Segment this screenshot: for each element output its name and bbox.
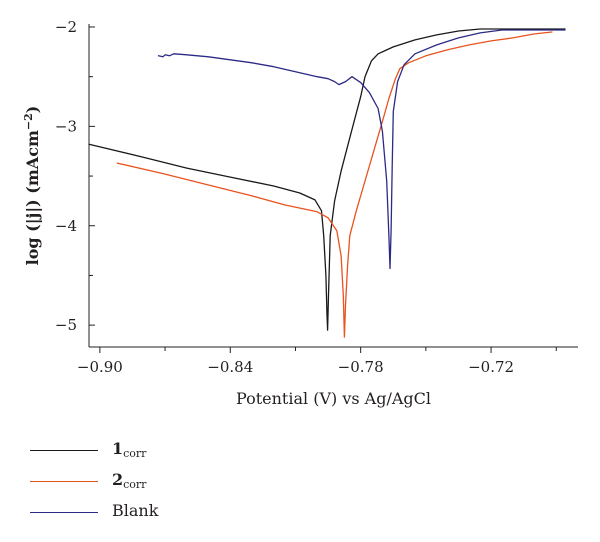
legend-label-2corr-main: 2 (112, 470, 124, 489)
legend-item-1corr: 1corr (30, 438, 270, 463)
x-tick-label: −0.84 (207, 358, 253, 376)
y-tick-label: −4 (55, 217, 77, 235)
series-layer (88, 28, 566, 338)
series-line-blank (157, 29, 566, 270)
y-axis-label: log (|j|) (mAcm−2) (22, 106, 42, 266)
legend-label-1corr-main: 1 (112, 439, 124, 458)
legend-swatch-blank (30, 512, 98, 513)
y-tick-label: −3 (55, 117, 77, 135)
y-axis-label-main: log (|j|) (mAcm (23, 130, 42, 265)
y-tick-label: −5 (55, 316, 77, 334)
series-line-2-corr (116, 31, 553, 338)
legend-label-1corr-sub: corr (123, 447, 147, 460)
legend-swatch-1corr (30, 450, 98, 451)
y-axis-label-sup: −2 (22, 113, 35, 130)
legend: 1corr 2corr Blank (30, 438, 270, 531)
legend-swatch-2corr (30, 481, 98, 482)
y-tick-label: −2 (55, 18, 77, 36)
legend-label-blank-main: Blank (112, 501, 159, 520)
x-tick-label: −0.78 (338, 358, 384, 376)
legend-item-blank: Blank (30, 500, 270, 525)
legend-label-blank: Blank (112, 501, 158, 520)
legend-label-2corr: 2corr (112, 470, 146, 491)
legend-label-1corr: 1corr (112, 439, 146, 460)
legend-item-2corr: 2corr (30, 469, 270, 494)
series-line-1-corr (88, 28, 566, 331)
x-axis-label: Potential (V) vs Ag/AgCl (236, 389, 431, 408)
y-axis-label-close: ) (23, 106, 42, 114)
legend-label-2corr-sub: corr (123, 478, 147, 491)
axes: −2 −3 −4 −5 −0.90 −0.84 −0.78 −0.72 (55, 18, 578, 376)
x-tick-label: −0.72 (468, 358, 514, 376)
x-tick-label: −0.90 (77, 358, 123, 376)
chart: −2 −3 −4 −5 −0.90 −0.84 −0.78 −0.72 Potential (… (22, 18, 578, 408)
